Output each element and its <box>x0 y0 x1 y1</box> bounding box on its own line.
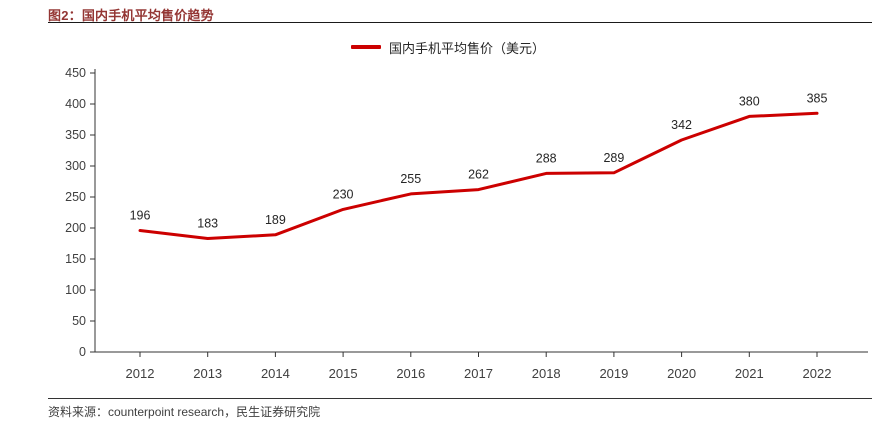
line-chart: 0 50 100 150 200 250 300 350 400 450 2012 2013 2014 2… <box>0 60 896 390</box>
svg-text:50: 50 <box>72 314 86 328</box>
svg-text:230: 230 <box>333 187 354 201</box>
svg-text:262: 262 <box>468 168 489 182</box>
svg-text:450: 450 <box>65 66 86 80</box>
svg-text:2014: 2014 <box>261 366 290 381</box>
svg-text:385: 385 <box>807 91 828 105</box>
legend-label: 国内手机平均售价（美元） <box>388 40 545 56</box>
svg-text:150: 150 <box>65 252 86 266</box>
svg-text:2016: 2016 <box>396 366 425 381</box>
svg-text:2017: 2017 <box>464 366 493 381</box>
svg-text:183: 183 <box>197 217 218 231</box>
svg-text:2019: 2019 <box>599 366 628 381</box>
svg-text:0: 0 <box>79 345 86 359</box>
svg-text:350: 350 <box>65 128 86 142</box>
svg-text:2022: 2022 <box>803 366 832 381</box>
svg-text:2012: 2012 <box>126 366 155 381</box>
svg-text:380: 380 <box>739 94 760 108</box>
svg-text:289: 289 <box>603 151 624 165</box>
svg-text:288: 288 <box>536 151 557 165</box>
svg-text:250: 250 <box>65 190 86 204</box>
svg-text:196: 196 <box>130 208 151 222</box>
svg-text:300: 300 <box>65 159 86 173</box>
svg-text:2021: 2021 <box>735 366 764 381</box>
footer-divider <box>48 398 872 399</box>
source-note: 资料来源：counterpoint research，民生证券研究院 <box>48 405 321 419</box>
svg-text:2018: 2018 <box>532 366 561 381</box>
svg-text:2015: 2015 <box>329 366 358 381</box>
chart-legend: 国内手机平均售价（美元） <box>0 37 896 57</box>
svg-text:400: 400 <box>65 97 86 111</box>
line-chart-svg: 0 50 100 150 200 250 300 350 400 450 2012 2013 2014 2… <box>65 66 868 381</box>
svg-text:2013: 2013 <box>193 366 222 381</box>
legend-line-swatch <box>350 45 381 49</box>
svg-text:100: 100 <box>65 283 86 297</box>
svg-text:255: 255 <box>400 172 421 186</box>
figure-title: 图2：国内手机平均售价趋势 <box>48 8 214 23</box>
svg-text:2020: 2020 <box>667 366 696 381</box>
svg-text:200: 200 <box>65 221 86 235</box>
svg-text:189: 189 <box>265 213 286 227</box>
svg-text:342: 342 <box>671 118 692 132</box>
title-divider <box>48 22 872 23</box>
